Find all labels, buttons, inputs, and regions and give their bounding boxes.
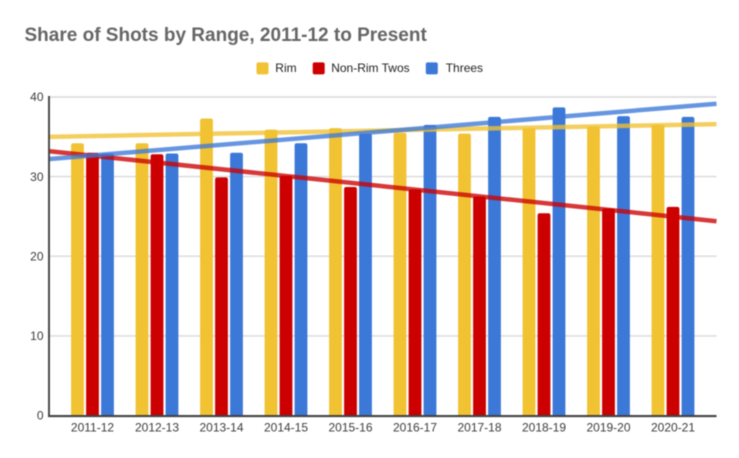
- svg-text:40: 40: [30, 90, 44, 104]
- svg-text:2012-13: 2012-13: [135, 421, 179, 435]
- svg-text:30: 30: [30, 170, 44, 184]
- svg-text:2013-14: 2013-14: [199, 421, 243, 435]
- svg-text:2019-20: 2019-20: [586, 421, 630, 435]
- svg-text:2014-15: 2014-15: [264, 421, 308, 435]
- svg-text:2016-17: 2016-17: [393, 421, 437, 435]
- svg-text:2015-16: 2015-16: [328, 421, 372, 435]
- svg-text:2018-19: 2018-19: [522, 421, 566, 435]
- svg-text:20: 20: [30, 249, 44, 263]
- svg-text:10: 10: [30, 329, 44, 343]
- svg-text:2017-18: 2017-18: [457, 421, 501, 435]
- svg-text:2020-21: 2020-21: [651, 421, 695, 435]
- svg-text:Share of Shots by Range, 2011-: Share of Shots by Range, 2011-12 to Pres…: [25, 25, 428, 46]
- svg-text:Non-Rim Twos: Non-Rim Twos: [331, 61, 409, 75]
- svg-text:0: 0: [37, 409, 44, 423]
- svg-text:2011-12: 2011-12: [71, 421, 114, 435]
- svg-text:Threes: Threes: [446, 61, 483, 75]
- svg-text:Rim: Rim: [275, 61, 296, 75]
